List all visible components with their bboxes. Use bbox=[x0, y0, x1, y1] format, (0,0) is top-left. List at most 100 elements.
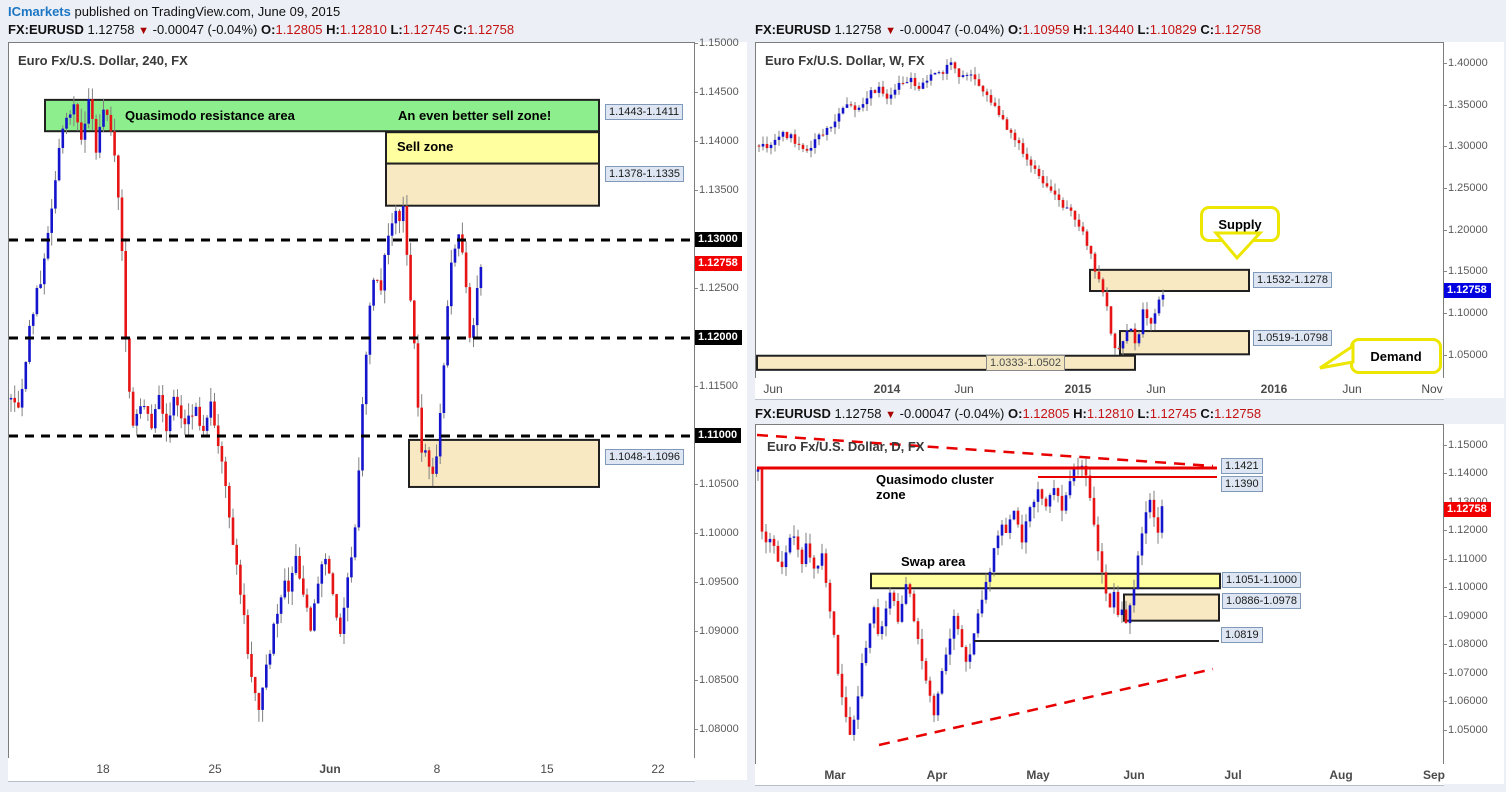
y-tick-mark bbox=[1444, 63, 1447, 64]
x-tick-label: Apr bbox=[926, 768, 948, 782]
y-tick-mark bbox=[1444, 701, 1447, 702]
annotation-text[interactable]: An even better sell zone! bbox=[398, 108, 552, 123]
price-range-label[interactable]: 1.1421 bbox=[1221, 458, 1263, 474]
high-label: H: bbox=[1073, 22, 1087, 37]
annotation-text[interactable]: Quasimodo cluster bbox=[876, 472, 994, 487]
y-tick-label: 1.10000 bbox=[1448, 307, 1488, 319]
low-value: 1.12745 bbox=[1149, 406, 1197, 421]
candlestick-canvas-daily[interactable] bbox=[756, 425, 1443, 764]
x-tick-label: 8 bbox=[433, 762, 441, 776]
y-tick-label: 1.30000 bbox=[1448, 140, 1488, 152]
better-sell-zone[interactable] bbox=[385, 162, 600, 207]
y-tick-mark bbox=[1444, 355, 1447, 356]
symbol-label: FX:EURUSD bbox=[8, 22, 84, 37]
triangle-down-icon: ▼ bbox=[885, 409, 896, 421]
quasimodo-resistance-zone[interactable] bbox=[44, 98, 600, 133]
callout-demand[interactable]: Demand bbox=[1350, 338, 1442, 374]
quote-bar-240: FX:EURUSD 1.12758 ▼ -0.00047 (-0.04%) O:… bbox=[8, 22, 514, 37]
y-tick-mark bbox=[1444, 473, 1447, 474]
low-label: L: bbox=[1137, 406, 1150, 421]
y-tick-label: 1.35000 bbox=[1448, 99, 1488, 111]
trendline[interactable] bbox=[756, 433, 1214, 468]
close-label: C: bbox=[453, 22, 468, 37]
y-tick-label: 1.11500 bbox=[699, 380, 738, 392]
x-tick-label: Mar bbox=[824, 768, 846, 782]
price-tag-red: 1.12758 bbox=[695, 256, 742, 271]
candlestick-canvas-240[interactable] bbox=[9, 43, 694, 758]
price-range-label[interactable]: 1.1378-1.1335 bbox=[605, 166, 684, 182]
close-label: C: bbox=[1200, 22, 1215, 37]
price-range-label[interactable]: 1.0519-1.0798 bbox=[1253, 330, 1332, 346]
price-range-label[interactable]: 1.1443-1.1411 bbox=[605, 104, 684, 120]
x-tick-label: 2014 bbox=[873, 382, 901, 396]
price-tag-black: 1.12000 bbox=[695, 330, 742, 345]
price-change: -0.00047 (-0.04%) bbox=[152, 22, 258, 37]
y-tick-mark bbox=[695, 533, 698, 534]
x-tick-label: Jun bbox=[1342, 382, 1362, 396]
chart-panel-daily[interactable] bbox=[755, 424, 1444, 765]
annotation-text[interactable]: Swap area bbox=[901, 554, 966, 569]
open-value: 1.10959 bbox=[1022, 22, 1070, 37]
chart-title-daily: Euro Fx/U.S. Dollar, D, FX bbox=[767, 439, 925, 454]
annotation-text[interactable]: zone bbox=[876, 487, 906, 502]
y-tick-label: 1.08000 bbox=[699, 723, 739, 735]
supply-zone-weekly[interactable] bbox=[1089, 268, 1250, 293]
high-label: H: bbox=[326, 22, 340, 37]
y-tick-mark bbox=[1444, 730, 1447, 731]
demand-zone-daily[interactable] bbox=[1123, 593, 1220, 622]
chart-panel-240[interactable] bbox=[8, 42, 695, 759]
price-range-label[interactable]: 1.0886-1.0978 bbox=[1222, 593, 1301, 609]
quote-bar-weekly: FX:EURUSD 1.12758 ▼ -0.00047 (-0.04%) O:… bbox=[755, 22, 1261, 37]
y-tick-label: 1.11000 bbox=[1448, 553, 1487, 565]
price-tag-red: 1.12758 bbox=[1444, 502, 1491, 517]
price-axis-weekly[interactable]: 1.40000 1.35000 1.30000 1.25000 1.20000 1.150… bbox=[1444, 42, 1504, 398]
annotation-text[interactable]: Sell zone bbox=[397, 139, 454, 154]
y-tick-mark bbox=[1444, 105, 1447, 106]
x-tick-label: Jun bbox=[763, 382, 783, 396]
price-tag-black: 1.11000 bbox=[695, 428, 742, 443]
y-tick-label: 1.09500 bbox=[699, 576, 739, 588]
candlestick-canvas-weekly[interactable] bbox=[756, 43, 1443, 378]
close-value: 1.12758 bbox=[1214, 406, 1262, 421]
y-tick-label: 1.15000 bbox=[699, 37, 739, 49]
annotation-text[interactable]: Quasimodo resistance area bbox=[125, 108, 295, 123]
y-tick-label: 1.12500 bbox=[699, 282, 739, 294]
price-range-label[interactable]: 1.1051-1.1000 bbox=[1222, 572, 1301, 588]
y-tick-label: 1.13500 bbox=[699, 184, 739, 196]
quote-bar-daily: FX:EURUSD 1.12758 ▼ -0.00047 (-0.04%) O:… bbox=[755, 406, 1261, 421]
price-range-label[interactable]: 1.1048-1.1096 bbox=[605, 449, 684, 465]
price-axis-240[interactable]: 1.15000 1.14500 1.14000 1.13500 1.12500 1.115… bbox=[695, 37, 747, 780]
time-axis-weekly[interactable]: Jun 2014 Jun 2015 Jun 2016 Jun Nov bbox=[755, 378, 1444, 400]
x-tick-label: 18 bbox=[96, 762, 110, 776]
x-tick-label: Nov bbox=[1421, 382, 1443, 396]
time-axis-240[interactable]: 18 25 Jun 8 15 22 bbox=[8, 758, 695, 782]
high-value: 1.12810 bbox=[1086, 406, 1134, 421]
y-tick-label: 1.09000 bbox=[1448, 610, 1488, 622]
price-tag-black: 1.13000 bbox=[695, 232, 742, 247]
y-tick-mark bbox=[1444, 644, 1447, 645]
last-price: 1.12758 bbox=[87, 22, 135, 37]
time-axis-daily[interactable]: Mar Apr May Jun Jul Aug Sep bbox=[755, 764, 1446, 786]
x-tick-label: Jun bbox=[319, 762, 341, 776]
trendline[interactable] bbox=[878, 667, 1214, 747]
price-axis-daily[interactable]: 1.150001.140001.130001.120001.110001.100… bbox=[1444, 424, 1504, 784]
y-tick-mark bbox=[695, 484, 698, 485]
candles-series bbox=[756, 457, 1164, 741]
brand-link[interactable]: ICmarkets bbox=[8, 4, 71, 19]
price-range-label[interactable]: 1.1390 bbox=[1221, 476, 1263, 492]
x-tick-label: Sep bbox=[1422, 768, 1446, 782]
y-tick-mark bbox=[1444, 230, 1447, 231]
demand-zone-weekly[interactable] bbox=[1119, 330, 1250, 356]
swap-area-zone[interactable] bbox=[870, 572, 1221, 590]
deep-demand-zone-weekly[interactable] bbox=[756, 354, 1136, 371]
y-tick-mark bbox=[695, 92, 698, 93]
price-range-label[interactable]: 1.0333-1.0502 bbox=[986, 355, 1065, 371]
y-tick-mark bbox=[1444, 559, 1447, 560]
chart-panel-weekly[interactable] bbox=[755, 42, 1444, 379]
triangle-down-icon: ▼ bbox=[138, 25, 149, 37]
price-range-label[interactable]: 1.1532-1.1278 bbox=[1253, 272, 1332, 288]
price-range-label[interactable]: 1.0819 bbox=[1221, 627, 1263, 643]
open-label: O: bbox=[1008, 22, 1023, 37]
x-tick-label: May bbox=[1026, 768, 1050, 782]
